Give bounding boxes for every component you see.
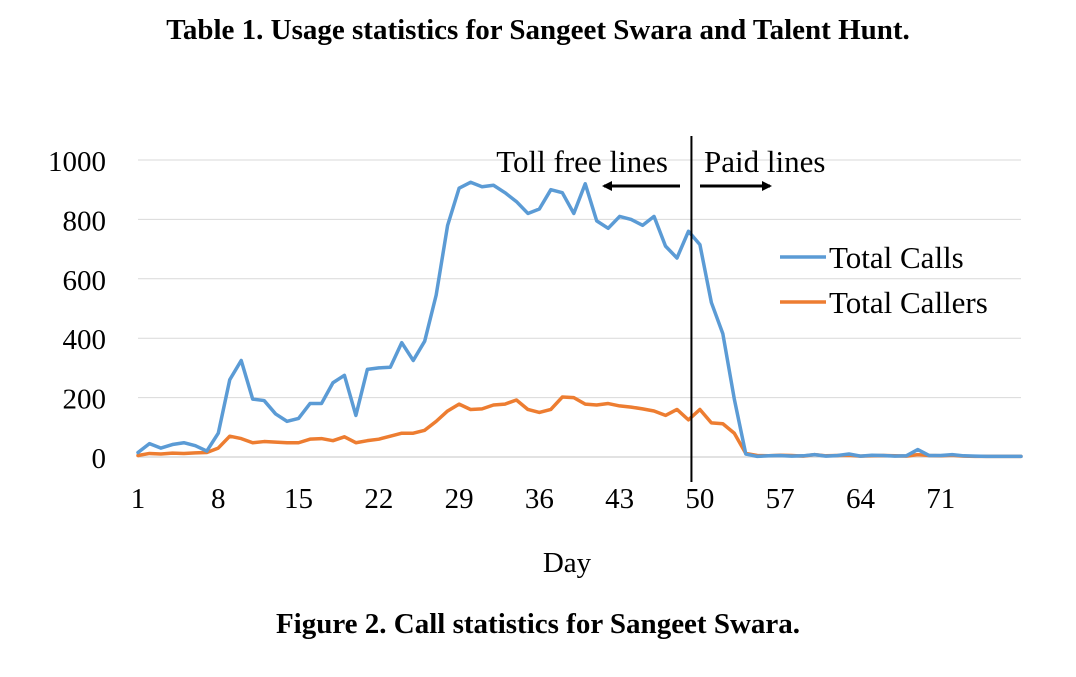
x-tick-label: 64: [846, 483, 876, 515]
axes: 0 200 400 600 800 1000 1 8 15 22 29 36 43 50 57 64 71 Day: [48, 146, 1021, 579]
y-tick-label: 400: [63, 324, 107, 356]
x-tick-label: 71: [926, 483, 955, 515]
annotation-paid: Paid lines: [704, 144, 825, 179]
series-layer: [136, 180, 1023, 459]
annotations: Toll free lines Paid lines: [496, 136, 825, 482]
figure-caption: Figure 2. Call statistics for Sangeet Sw…: [275, 608, 801, 640]
x-tick-label: 22: [364, 483, 393, 515]
x-tick-label: 29: [445, 483, 474, 515]
x-tick-label: 15: [284, 483, 313, 515]
table-caption: Table 1. Usage statistics for Sangeet Sw…: [166, 14, 910, 46]
y-tick-label: 800: [63, 205, 107, 237]
series-line-total-calls: [136, 180, 1023, 459]
y-tick-label: 600: [63, 265, 107, 297]
x-axis-title: Day: [543, 547, 592, 579]
x-tick-label: 57: [766, 483, 795, 515]
legend-label: Total Calls: [829, 240, 964, 275]
legend: Total Calls Total Callers: [780, 240, 988, 320]
y-tick-label: 200: [63, 384, 107, 416]
x-tick-label: 1: [131, 483, 146, 515]
x-tick-label: 43: [605, 483, 634, 515]
legend-label: Total Callers: [829, 285, 988, 320]
annotation-toll-free: Toll free lines: [496, 144, 668, 179]
x-tick-label: 36: [525, 483, 554, 515]
x-tick-label: 8: [211, 483, 226, 515]
y-tick-label: 1000: [48, 146, 106, 178]
y-tick-label: 0: [92, 443, 107, 475]
gridlines: [138, 159, 1021, 399]
x-tick-label: 50: [685, 483, 714, 515]
